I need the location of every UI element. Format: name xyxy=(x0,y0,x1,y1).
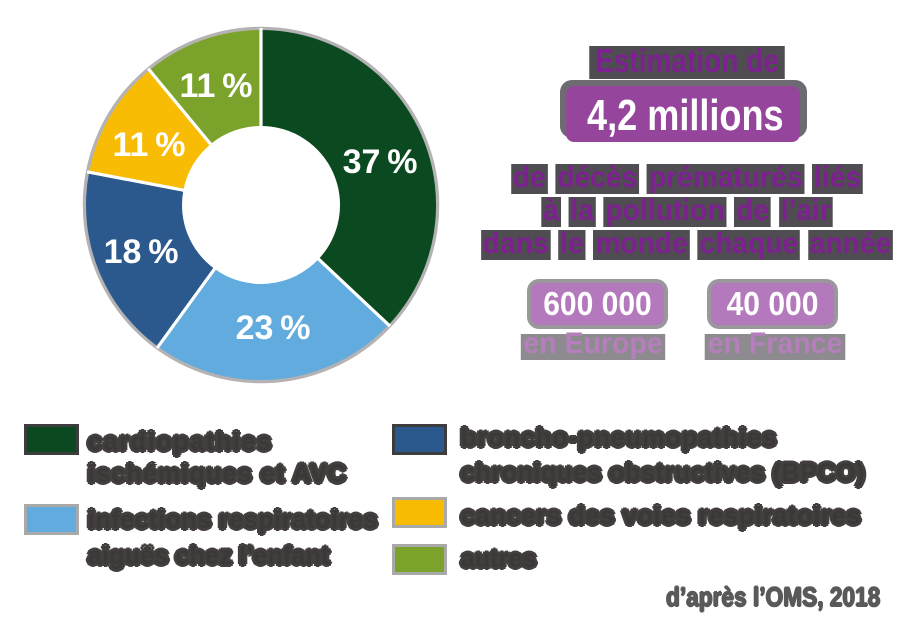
svg-text:23 %: 23 % xyxy=(236,309,311,347)
svg-text:18 %: 18 % xyxy=(104,233,179,271)
svg-text:37 %: 37 % xyxy=(343,143,418,181)
svg-text:11 %: 11 % xyxy=(113,126,186,164)
svg-text:11 %: 11 % xyxy=(180,67,253,105)
